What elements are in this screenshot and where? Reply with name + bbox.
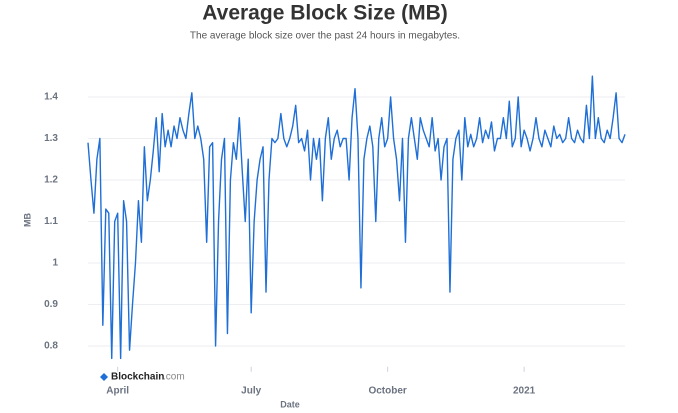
y-tick-label: 1.1 — [44, 216, 58, 227]
y-tick-label: 1.3 — [44, 133, 58, 144]
x-axis-label: Date — [280, 399, 300, 409]
x-tick-label: April — [106, 386, 129, 397]
watermark-name: Blockchain — [111, 372, 164, 383]
watermark-logo — [100, 373, 108, 381]
y-tick-label: 1 — [52, 258, 58, 269]
x-tick-label: 2021 — [513, 386, 536, 397]
chart-title: Average Block Size (MB) — [202, 2, 447, 25]
y-tick-label: 1.4 — [44, 92, 58, 103]
y-tick-label: 1.2 — [44, 175, 58, 186]
x-tick-label: October — [368, 386, 406, 397]
watermark: Blockchain .com — [100, 372, 185, 383]
y-tick-label: 0.8 — [44, 341, 58, 352]
x-tick-label: July — [241, 386, 261, 397]
chart-subtitle: The average block size over the past 24 … — [190, 31, 460, 42]
y-axis-label: MB — [22, 213, 32, 227]
y-tick-label: 0.9 — [44, 299, 58, 310]
line — [87, 75, 626, 360]
watermark-suffix: .com — [163, 372, 185, 383]
